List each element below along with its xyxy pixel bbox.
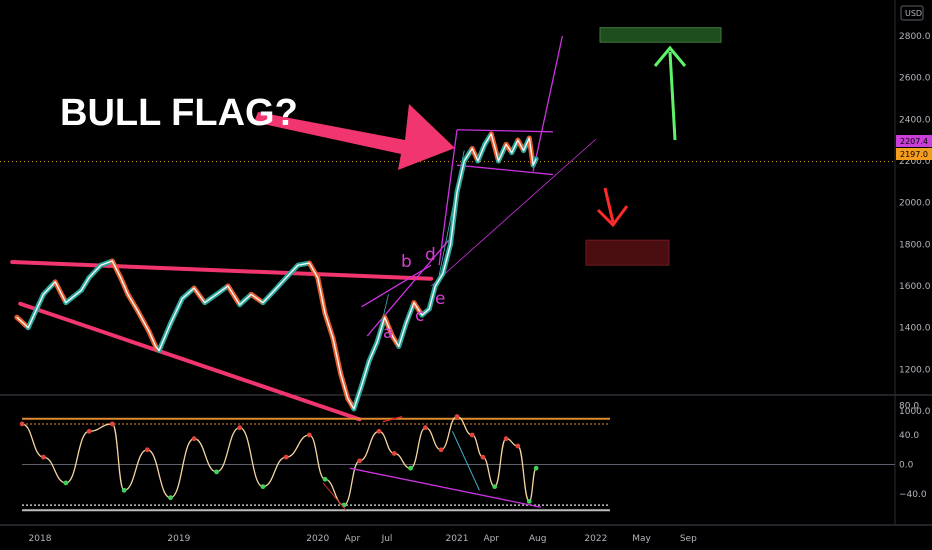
oscillator-point bbox=[492, 484, 498, 490]
price-tick-label: 2600.0 bbox=[899, 74, 931, 84]
breakout-projection-line bbox=[532, 35, 564, 172]
x-tick-label: Apr bbox=[483, 534, 499, 544]
x-tick-label: 2019 bbox=[167, 534, 190, 544]
oscillator-point bbox=[260, 484, 266, 490]
oscillator-point bbox=[214, 469, 219, 475]
x-tick-label: 2020 bbox=[306, 534, 329, 544]
up-arrow-shaft bbox=[668, 51, 677, 141]
oscillator-point bbox=[480, 454, 486, 460]
lower-trendline bbox=[18, 301, 362, 422]
annotation-layer bbox=[0, 27, 895, 422]
osc-cyan-line bbox=[451, 431, 480, 491]
down-arrow-shaft bbox=[603, 187, 615, 223]
x-tick-label: Jul bbox=[381, 534, 393, 544]
oscillator-point bbox=[438, 447, 444, 453]
target-up-zone bbox=[599, 27, 722, 43]
oscillator-point bbox=[41, 454, 46, 460]
osc-divergence-line bbox=[349, 467, 542, 508]
x-tick-label: 2018 bbox=[29, 534, 52, 544]
down-arrow-head bbox=[596, 205, 629, 228]
oscillator-series bbox=[19, 414, 895, 512]
price-tick-label: 1000.0 bbox=[899, 407, 931, 417]
price-tick-label: 2800.0 bbox=[899, 32, 931, 42]
oscillator-point bbox=[469, 432, 475, 438]
oscillator-point bbox=[423, 425, 428, 431]
flag-lower-line bbox=[456, 164, 553, 176]
oscillator-point bbox=[144, 447, 150, 453]
oscillator-point bbox=[121, 487, 127, 493]
x-tick-label: Aug bbox=[529, 534, 547, 544]
x-tick-label: 2022 bbox=[584, 534, 607, 544]
upper-trendline bbox=[10, 260, 434, 281]
osc-tick-label: 0.0 bbox=[899, 461, 914, 471]
price-tick-label: 1800.0 bbox=[899, 240, 931, 250]
secondary-price-badge bbox=[896, 148, 932, 160]
oscillator-point bbox=[109, 421, 115, 427]
secondary-price-label: 2197.0 bbox=[900, 150, 928, 159]
currency-label: USD bbox=[905, 9, 922, 18]
wave-label-d: d bbox=[425, 245, 436, 265]
price-tick-label: 2200.0 bbox=[899, 157, 931, 167]
oscillator-point bbox=[63, 480, 69, 486]
oscillator-point bbox=[454, 414, 460, 419]
oscillator-point bbox=[86, 428, 92, 434]
oscillator-point bbox=[357, 458, 362, 464]
price-tick-label: 2400.0 bbox=[899, 115, 931, 125]
osc-tick-label: −40.0 bbox=[899, 490, 927, 500]
long-support-line bbox=[430, 138, 597, 287]
axes: 1000.0 1200.0 1400.0 1600.0 1800.0 2000.0 2200… bbox=[29, 5, 932, 544]
target-down-zone bbox=[585, 239, 670, 266]
osc-tick-label: 40.0 bbox=[899, 431, 919, 441]
oscillator-point bbox=[306, 432, 312, 438]
oscillator-point bbox=[408, 465, 413, 471]
oscillator-point bbox=[391, 451, 397, 456]
grid bbox=[0, 0, 932, 526]
wave-label-e: e bbox=[435, 289, 445, 309]
last-price-label: 2207.4 bbox=[900, 137, 928, 146]
triangle-lower-line bbox=[366, 239, 450, 337]
price-line bbox=[16, 133, 537, 410]
triangle-upper-line bbox=[361, 264, 432, 308]
oscillator-point bbox=[503, 436, 509, 442]
osc-red-divergence bbox=[382, 415, 403, 423]
oscillator-line bbox=[21, 415, 537, 506]
price-tick-label: 1600.0 bbox=[899, 282, 931, 292]
bull-flag-title: BULL FLAG? bbox=[60, 92, 298, 134]
wave-label-a: a bbox=[383, 323, 393, 343]
oscillator-point bbox=[515, 443, 521, 449]
currency-badge bbox=[900, 5, 924, 21]
flag-upper-line bbox=[456, 129, 553, 133]
oscillator-point bbox=[533, 465, 539, 471]
oscillator-point bbox=[237, 425, 243, 431]
bull-flag-arrow bbox=[254, 104, 455, 170]
osc-red-divergence-2 bbox=[322, 482, 347, 511]
oscillator-point bbox=[19, 421, 25, 427]
oscillator-point bbox=[283, 454, 289, 460]
oscillator-point bbox=[191, 436, 197, 442]
wave-label-b: b bbox=[401, 252, 412, 272]
osc-tick-label: 80.0 bbox=[899, 402, 919, 412]
oscillator-point bbox=[168, 495, 173, 501]
wave-label-c: c bbox=[415, 306, 424, 326]
flag-pole-line bbox=[438, 129, 458, 266]
price-tick-label: 1200.0 bbox=[899, 365, 931, 375]
x-tick-label: Sep bbox=[680, 534, 697, 544]
oscillator-point bbox=[322, 476, 328, 482]
price-series bbox=[14, 131, 539, 412]
up-arrow-head bbox=[653, 45, 687, 67]
price-tick-label: 2000.0 bbox=[899, 199, 931, 209]
oscillator-point bbox=[526, 498, 532, 504]
annotation-overlay: a b c d e bbox=[254, 45, 687, 343]
last-price-badge bbox=[896, 135, 932, 147]
x-tick-label: May bbox=[632, 534, 651, 544]
x-tick-label: Apr bbox=[345, 534, 361, 544]
oscillator-point bbox=[376, 428, 382, 434]
oscillator-point bbox=[341, 502, 347, 508]
price-tick-label: 1400.0 bbox=[899, 324, 931, 334]
x-tick-label: 2021 bbox=[446, 534, 469, 544]
